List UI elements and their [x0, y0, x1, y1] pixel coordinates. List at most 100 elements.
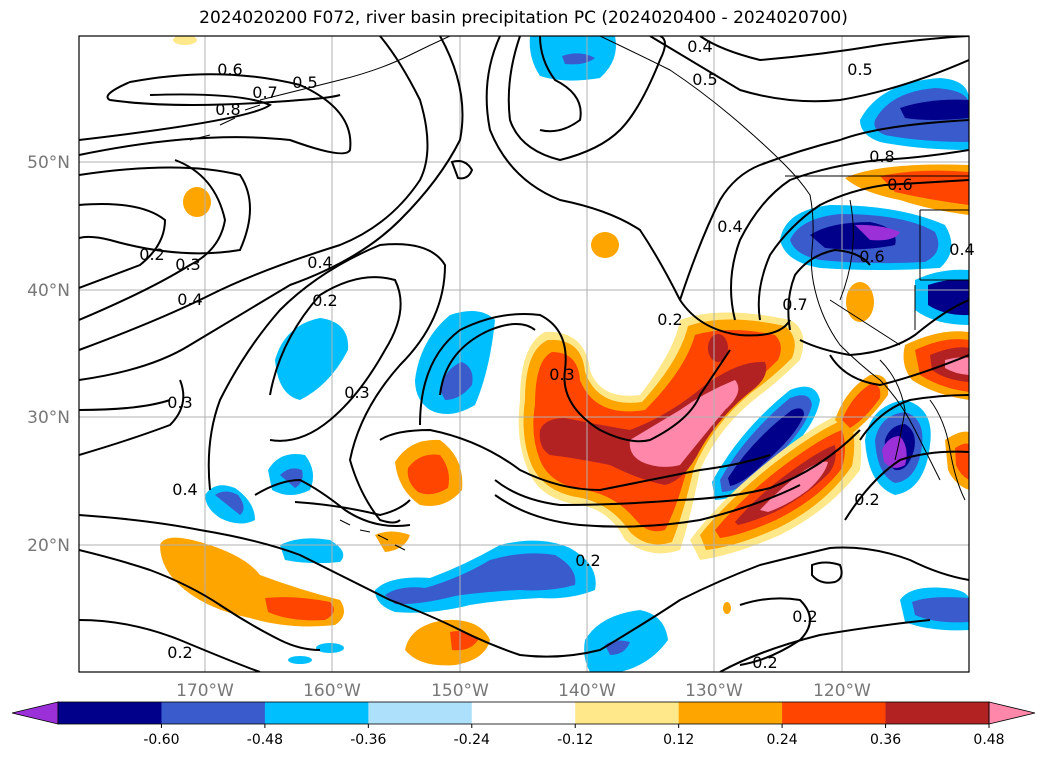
colorbar-tick-label: 0.48 — [973, 732, 1004, 748]
latitude-axis: 50°N 40°N 30°N 20°N — [27, 153, 70, 556]
longitude-label: 140°W — [558, 681, 616, 701]
contour-line — [739, 597, 811, 666]
coastline — [839, 199, 854, 301]
positive-anomaly — [265, 597, 334, 621]
colorbar-tick-label: -0.12 — [557, 732, 593, 748]
longitude-label: 150°W — [431, 681, 489, 701]
contour-label: 0.3 — [549, 365, 574, 384]
coastline — [339, 519, 406, 551]
negative-anomaly — [288, 656, 312, 664]
colorbar-segment — [782, 702, 887, 724]
positive-anomaly — [407, 454, 449, 495]
contour-label: 0.3 — [175, 255, 200, 274]
longitude-label: 120°W — [813, 681, 871, 701]
contour-line — [649, 36, 969, 103]
longitude-axis: 170°W 160°W 150°W 140°W 130°W 120°W — [176, 681, 871, 701]
contour-label: 0.5 — [847, 60, 872, 79]
colorbar-segment — [368, 702, 473, 724]
contour-label: 0.8 — [869, 147, 894, 166]
coastline — [929, 399, 966, 501]
contour-label: 0.6 — [887, 175, 912, 194]
contour-label: 0.4 — [177, 290, 202, 309]
coastline — [259, 36, 451, 101]
longitude-label: 170°W — [176, 681, 234, 701]
contour-line — [79, 73, 352, 156]
contour-line — [79, 36, 464, 381]
contour-line — [539, 36, 582, 133]
colorbar-segment — [575, 702, 680, 724]
contour-line — [679, 119, 969, 301]
contour-line — [254, 478, 411, 527]
contour-label-layer: 0.6 0.7 0.8 0.5 0.2 0.3 0.4 0.4 0.2 0.3 … — [139, 37, 974, 672]
contour-line — [207, 243, 447, 524]
negative-anomaly — [316, 643, 344, 653]
contour-line — [79, 203, 167, 289]
contour-label: 0.6 — [859, 247, 884, 266]
contour-line — [859, 394, 969, 441]
positive-anomaly — [735, 445, 836, 525]
colorbar-tick-label: 0.24 — [767, 732, 798, 748]
coastline-layer — [189, 36, 969, 551]
longitude-label: 130°W — [685, 681, 743, 701]
negative-anomaly — [440, 362, 473, 400]
negative-anomaly — [415, 311, 495, 414]
contour-label: 0.4 — [717, 217, 742, 236]
contour-label: 0.2 — [575, 551, 600, 570]
colorbar-arrow-min — [11, 701, 59, 725]
contour-line — [494, 429, 861, 507]
negative-anomaly — [912, 597, 969, 623]
contour-line — [79, 399, 171, 411]
colorbar-tick-label: -0.48 — [247, 732, 283, 748]
positive-anomaly — [375, 531, 410, 552]
contour-label: 0.2 — [854, 490, 879, 509]
coastline — [189, 104, 261, 141]
positive-anomaly — [629, 380, 739, 467]
contour-label: 0.5 — [692, 70, 717, 89]
precipitation-fill-layer — [160, 36, 969, 672]
latitude-label: 50°N — [27, 153, 70, 173]
map-title: 2024020200 F072, river basin precipitati… — [199, 8, 848, 28]
negative-anomaly — [173, 36, 197, 45]
colorbar: -0.60 -0.48 -0.36 -0.24 -0.12 0.12 0.24 0.36 0.4… — [11, 701, 1036, 748]
contour-line — [699, 36, 969, 62]
coastline — [879, 359, 906, 461]
contour-line — [419, 313, 731, 443]
contour-line — [439, 323, 536, 396]
contour-label: 0.7 — [782, 295, 807, 314]
contour-label: 0.2 — [167, 643, 192, 662]
contour-label: 0.2 — [312, 291, 337, 310]
colorbar-tick-label: 0.36 — [870, 732, 901, 748]
contour-label: 0.5 — [292, 73, 317, 92]
contour-line — [79, 36, 429, 351]
contour-label: 0.4 — [307, 253, 332, 272]
contour-label: 0.4 — [949, 240, 974, 259]
colorbar-outline — [57, 701, 990, 725]
contour-line — [829, 354, 969, 387]
contour-line — [79, 93, 272, 141]
coastline — [599, 36, 941, 481]
contour-line — [719, 619, 931, 672]
negative-anomaly — [280, 468, 303, 488]
contour-label: 0.3 — [167, 393, 192, 412]
contour-line — [757, 179, 969, 321]
positive-anomaly — [591, 232, 619, 258]
contour-line — [79, 166, 251, 255]
colorbar-segment — [58, 702, 162, 724]
contour-line — [485, 36, 791, 337]
contour-line — [379, 428, 771, 492]
contour-layer — [79, 36, 969, 672]
positive-anomaly — [183, 187, 211, 217]
colorbar-segment — [885, 702, 990, 724]
latitude-label: 30°N — [27, 408, 70, 428]
contour-line — [269, 276, 402, 442]
negative-anomaly — [855, 224, 900, 241]
negative-anomaly — [900, 99, 969, 120]
latitude-label: 40°N — [27, 281, 70, 301]
contour-label: 0.3 — [344, 383, 369, 402]
contour-label: 0.2 — [752, 653, 777, 672]
colorbar-tick-label: -0.36 — [350, 732, 386, 748]
contour-label: 0.4 — [687, 37, 712, 56]
negative-anomaly — [928, 279, 969, 316]
negative-anomaly — [215, 491, 244, 515]
